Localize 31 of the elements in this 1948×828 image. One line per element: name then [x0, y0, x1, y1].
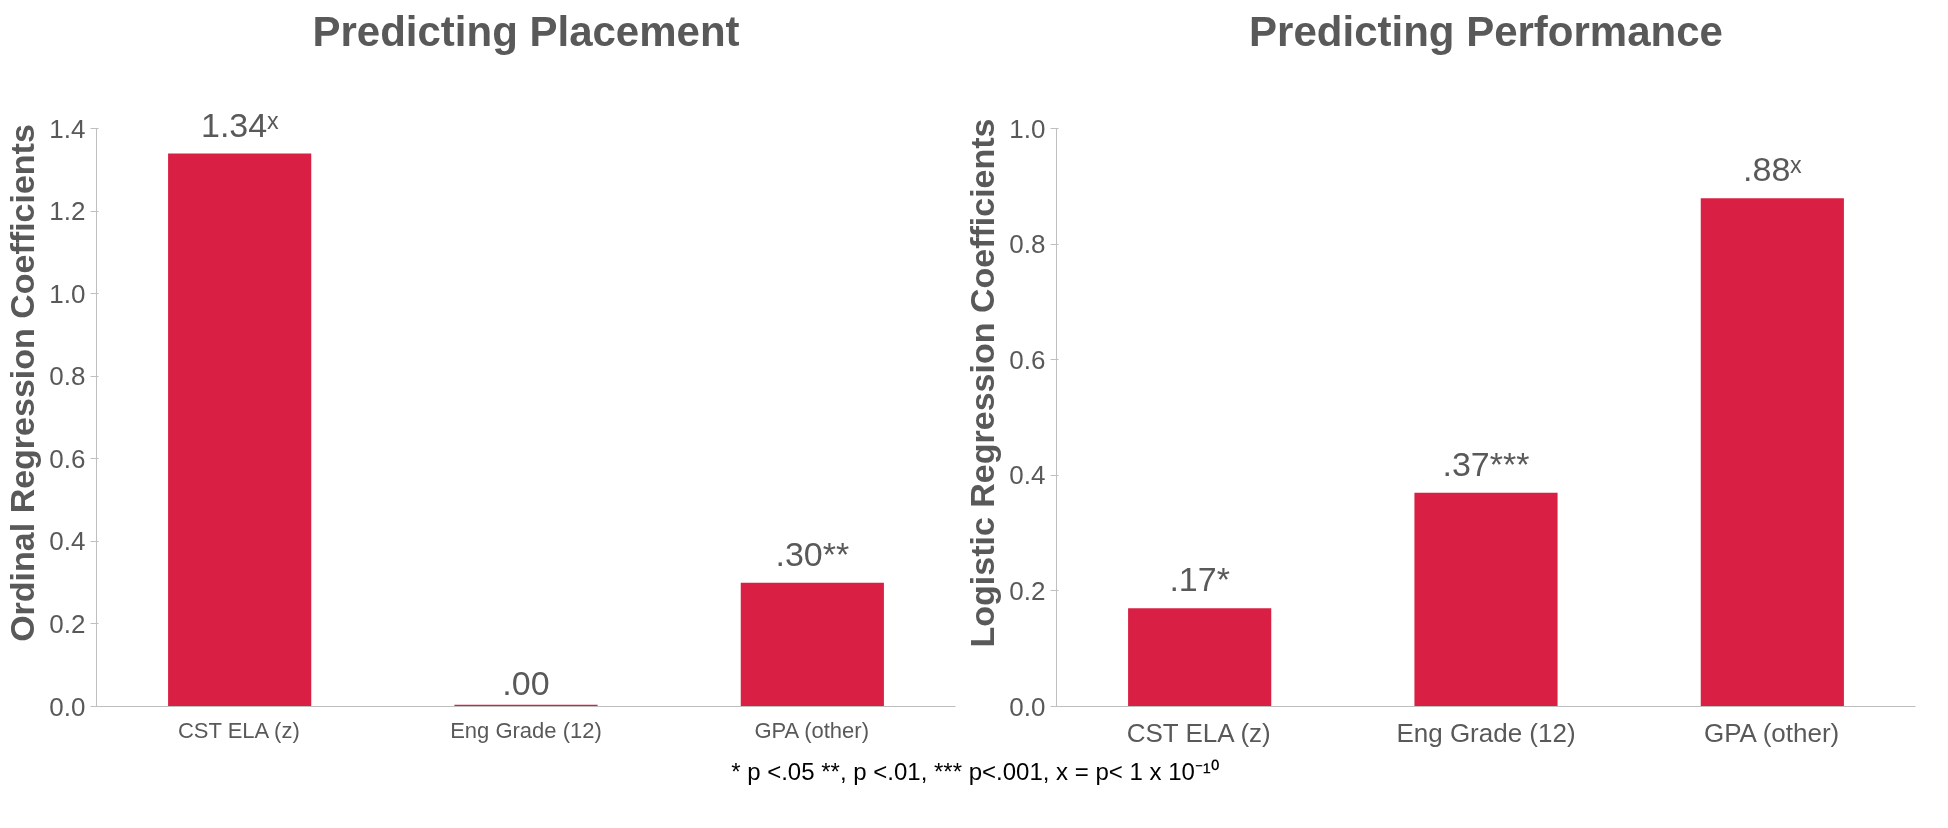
y-tick-label: 1.0	[49, 278, 86, 309]
y-tick-label: 1.0	[1009, 113, 1046, 144]
x-tick-label: CST ELA (z)	[1126, 717, 1271, 748]
x-tick-label: Eng Grade (12)	[1396, 717, 1576, 748]
y-tick-label: 1.4	[49, 113, 86, 144]
y-tick-label: 0.2	[1009, 575, 1046, 606]
y-tick-label: 0.8	[49, 361, 86, 392]
y-axis-title: Logistic Regression Coefficients	[963, 118, 1002, 648]
y-tick-label: 0.6	[1009, 344, 1046, 375]
x-tick-label: GPA (other)	[1703, 717, 1840, 748]
data-label: .88ˣ	[1743, 150, 1803, 189]
chart-title: Predicting Performance	[1249, 7, 1723, 55]
data-label: .37***	[1442, 444, 1530, 483]
x-tick-label: CST ELA (z)	[177, 717, 300, 743]
y-tick-label: 0.6	[49, 443, 86, 474]
data-label: .00	[502, 663, 550, 702]
x-tick-label: Eng Grade (12)	[450, 717, 602, 743]
data-label: .17*	[1169, 560, 1230, 599]
data-label: 1.34ˣ	[201, 105, 280, 144]
data-label: .30**	[775, 534, 850, 573]
y-tick-label: 0.8	[1009, 229, 1046, 260]
chart-title: Predicting Placement	[312, 7, 740, 55]
y-tick-label: 0.0	[49, 691, 86, 722]
y-tick-label: 0.4	[1009, 460, 1046, 491]
y-tick-label: 0.0	[1009, 691, 1046, 722]
y-tick-label: 1.2	[49, 196, 86, 227]
text: * p <.05 **, p <.01, *** p<.001, x = p< 1 x 10⁻¹⁰	[731, 757, 1219, 787]
y-axis-title: Ordinal Regression Coefficients	[3, 124, 42, 642]
x-tick-label: GPA (other)	[754, 717, 869, 743]
y-tick-label: 0.4	[49, 526, 86, 557]
y-tick-label: 0.2	[49, 608, 86, 639]
